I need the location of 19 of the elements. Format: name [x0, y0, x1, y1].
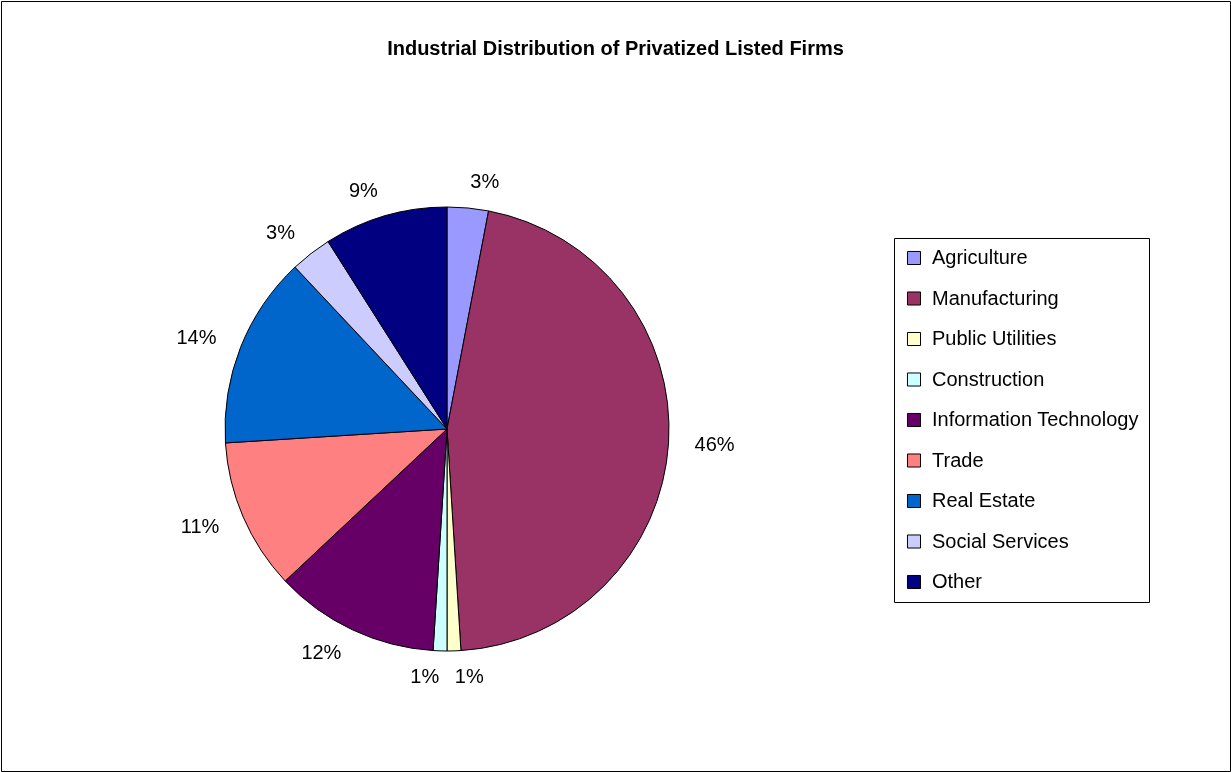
legend-label: Trade [932, 448, 984, 471]
data-label: 3% [470, 170, 500, 193]
data-label: 12% [301, 641, 342, 664]
data-label: 9% [348, 178, 379, 201]
legend-label: Public Utilities [932, 327, 1057, 349]
data-label: 1% [454, 664, 484, 687]
legend-label: Construction [932, 367, 1045, 390]
legend-label: Agriculture [932, 246, 1028, 268]
legend-label: Manufacturing [932, 286, 1059, 309]
data-label: 14% [176, 325, 217, 348]
legend-label: Real Estate [932, 489, 1036, 511]
chart-title: Industrial Distribution of Privatized Listed Firms [387, 37, 844, 59]
legend-label: Other [932, 570, 983, 592]
data-label: 3% [266, 221, 296, 244]
legend-label: Social Services [932, 529, 1069, 552]
data-label: 46% [694, 432, 735, 455]
data-label: 11% [180, 515, 220, 538]
data-label: 1% [410, 664, 440, 687]
legend-label: Information Technology [932, 408, 1139, 430]
